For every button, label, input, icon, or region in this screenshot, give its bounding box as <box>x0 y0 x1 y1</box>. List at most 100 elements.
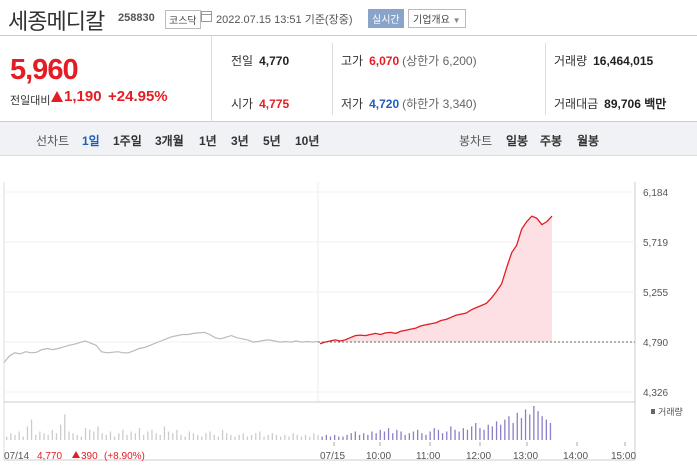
volume-bar <box>51 429 53 440</box>
tab-daily[interactable]: 일봉 <box>506 134 529 148</box>
open-cell: 시가 4,775 <box>231 97 290 111</box>
tab-1day[interactable]: 1일 <box>82 134 100 148</box>
volume-bar <box>433 428 435 440</box>
line-chart-label: 선차트 <box>36 134 70 148</box>
volume-bar <box>367 434 369 440</box>
volume-bar <box>520 417 523 440</box>
tab-3year[interactable]: 3년 <box>231 134 249 148</box>
volume-bar <box>387 428 390 440</box>
volume-bar <box>325 434 327 440</box>
volume-bar <box>259 431 261 440</box>
tab-3month[interactable]: 3개월 <box>155 134 184 148</box>
volume-bar <box>280 436 282 440</box>
volume-bar <box>163 426 166 440</box>
up-triangle-small-icon <box>72 451 80 458</box>
volume-bar <box>400 431 402 440</box>
y-tick-label: 4,790 <box>643 338 668 349</box>
volume-bar <box>466 429 469 440</box>
volume-bar <box>338 436 340 440</box>
volume-bar <box>500 424 502 440</box>
volume-bar <box>363 433 365 440</box>
tab-10year[interactable]: 10년 <box>295 134 320 148</box>
volume-bar <box>197 434 199 440</box>
volume-bar <box>437 429 440 440</box>
volume-bar <box>446 431 448 440</box>
volume-bar <box>450 426 452 440</box>
volume-bar <box>479 428 481 440</box>
stock-code: 258830 <box>118 12 155 24</box>
x-tick-label: 07/15 <box>320 451 345 462</box>
volume-bar <box>192 433 195 440</box>
volume-bar <box>275 434 278 440</box>
volume-bar <box>421 433 423 440</box>
volume-bar <box>201 436 203 440</box>
x-tick-label: 15:00 <box>611 451 636 462</box>
volume-bar <box>350 433 352 440</box>
volume-bar <box>371 431 373 440</box>
volume-bar <box>159 434 161 440</box>
volume-bar <box>151 429 153 440</box>
prev-day-label: 전일대비 <box>10 95 51 107</box>
x-tick-label: 11:00 <box>416 451 441 462</box>
volume-bar <box>205 433 207 440</box>
volume-bar <box>541 416 543 440</box>
tab-weekly[interactable]: 주봉 <box>540 134 563 148</box>
volume-bar <box>317 434 319 440</box>
volume-bar <box>425 434 427 440</box>
volume-cell: 거래량 16,464,015 <box>554 54 654 68</box>
price-change-pct: +24.95% <box>108 88 168 105</box>
chevron-down-icon: ▼ <box>452 16 461 25</box>
volume-bar <box>97 426 99 440</box>
volume-legend: 거래량 <box>658 406 683 417</box>
volume-bar <box>284 434 286 440</box>
volume-bar <box>462 428 464 440</box>
volume-bar <box>230 434 232 440</box>
today-price-line <box>319 215 553 345</box>
volume-bar <box>130 431 132 440</box>
volume-bar <box>134 433 136 440</box>
volume-bar <box>375 433 377 440</box>
price-chart: 6,184 5,719 5,255 4,790 4,326 07/15 10:00 11:0… <box>0 160 697 467</box>
volume-bar <box>26 426 29 440</box>
tab-5year[interactable]: 5년 <box>263 134 281 148</box>
realtime-badge[interactable]: 실시간 <box>368 9 404 28</box>
volume-bar <box>475 423 477 440</box>
volume-bar <box>491 426 493 440</box>
volume-bar <box>508 416 510 440</box>
volume-bar <box>105 434 107 440</box>
volume-bar <box>30 419 33 440</box>
volume-bar <box>408 433 410 440</box>
y-tick-label: 5,255 <box>643 288 668 299</box>
volume-bar <box>242 433 244 440</box>
volume-bar <box>76 434 78 440</box>
volume-bar <box>329 436 332 440</box>
company-info-button[interactable]: 기업개요 ▼ <box>408 9 466 28</box>
volume-bar <box>60 424 62 440</box>
volume-bar <box>292 433 294 440</box>
volume-bar <box>471 426 473 440</box>
volume-bar <box>321 436 323 440</box>
volume-bar <box>138 428 141 440</box>
volume-bar <box>288 436 290 440</box>
volume-bar <box>255 433 257 440</box>
volume-bar <box>126 434 128 440</box>
volume-bar <box>441 433 444 440</box>
x-tick-label: 14:00 <box>563 451 588 462</box>
volume-bar <box>234 436 236 440</box>
volume-bar <box>396 429 398 440</box>
volume-legend-icon <box>651 409 655 414</box>
volume-bar <box>271 433 273 440</box>
volume-bar <box>533 406 535 440</box>
volume-bar <box>263 436 265 440</box>
volume-bar <box>180 434 182 440</box>
tab-monthly[interactable]: 월봉 <box>577 134 600 148</box>
volume-bar <box>209 431 211 440</box>
volume-bar <box>300 436 303 440</box>
volume-bar <box>68 431 70 440</box>
volume-bar <box>10 433 12 440</box>
quote-panel: 5,960 전일대비 1,190 +24.95% 전일 4,770 고가 6,070… <box>0 36 697 122</box>
y-tick-label: 5,719 <box>643 238 668 249</box>
tab-1year[interactable]: 1년 <box>199 134 217 148</box>
tab-1week[interactable]: 1주일 <box>113 134 142 148</box>
volume-bar <box>358 434 361 440</box>
